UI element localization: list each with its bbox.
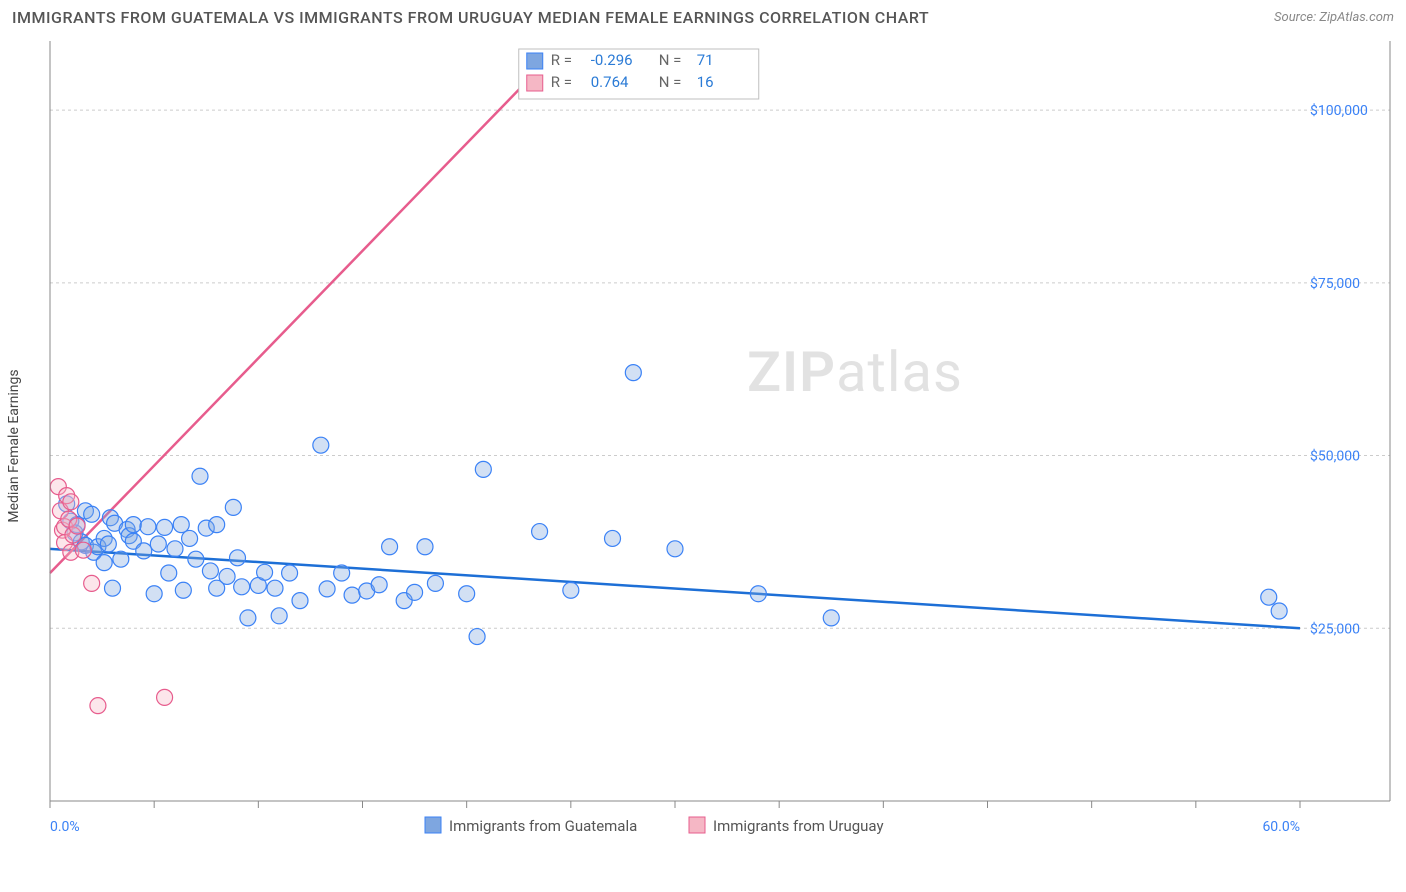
correlation-scatter-chart: ZIPatlas 0.0% 60.0% $25,000 $50,000 $75,000 $1… (0, 31, 1406, 861)
svg-text:R =: R = (551, 73, 572, 91)
svg-text:0.764: 0.764 (591, 73, 629, 91)
svg-text:$25,000: $25,000 (1310, 620, 1360, 637)
svg-text:$100,000: $100,000 (1310, 102, 1368, 119)
svg-text:$50,000: $50,000 (1310, 448, 1360, 465)
svg-text:ZIPatlas: ZIPatlas (747, 339, 963, 405)
svg-text:N =: N = (659, 51, 682, 69)
svg-text:Immigrants from Guatemala: Immigrants from Guatemala (449, 817, 637, 835)
svg-text:71: 71 (697, 51, 714, 69)
svg-text:Immigrants from Uruguay: Immigrants from Uruguay (713, 817, 884, 835)
svg-text:-0.296: -0.296 (591, 51, 633, 69)
svg-text:16: 16 (697, 73, 714, 91)
y-axis-label: Median Female Earnings (6, 369, 22, 522)
svg-text:N =: N = (659, 73, 682, 91)
chart-title: IMMIGRANTS FROM GUATEMALA VS IMMIGRANTS … (12, 8, 929, 27)
svg-text:R =: R = (551, 51, 572, 69)
svg-text:0.0%: 0.0% (50, 819, 80, 835)
svg-text:60.0%: 60.0% (1262, 819, 1300, 835)
source-label: Source: ZipAtlas.com (1274, 10, 1394, 25)
svg-text:$75,000: $75,000 (1310, 275, 1360, 292)
